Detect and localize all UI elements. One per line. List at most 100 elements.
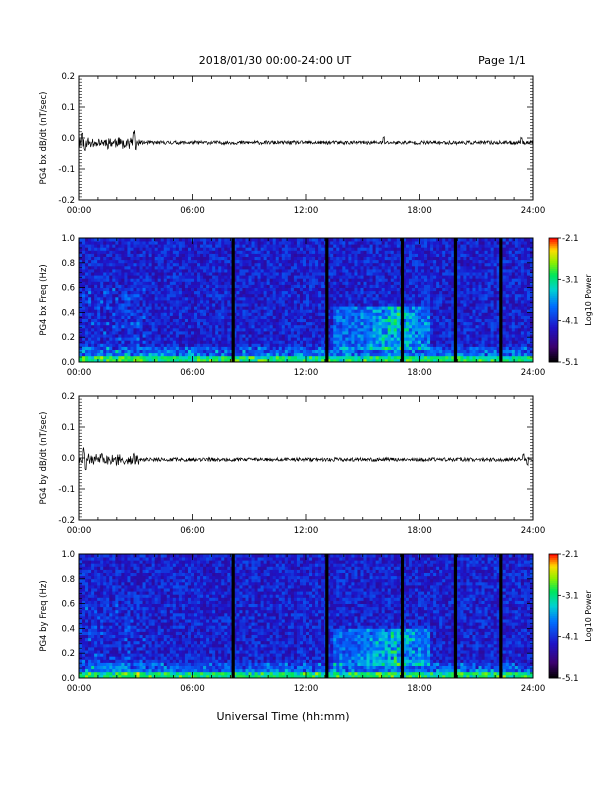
spectrogram-cell [330, 324, 334, 329]
spectrogram-cell [354, 355, 358, 360]
spectrogram-cell [315, 247, 319, 251]
spectrogram-cell [85, 250, 89, 254]
spectrogram-cell [181, 281, 186, 285]
spectrogram-cell [194, 324, 198, 329]
spectrogram-cell [263, 275, 268, 279]
spectrogram-cell [414, 241, 419, 245]
spectrogram-cell [145, 331, 150, 335]
spectrogram-cell [387, 324, 392, 329]
spectrogram-cell [133, 352, 137, 357]
spectrogram-cell [342, 349, 346, 354]
spectrogram-cell [197, 300, 201, 304]
spectrogram-cell [287, 346, 292, 350]
spectrogram-cell [79, 349, 83, 354]
spectrogram-cell [299, 275, 304, 279]
spectrogram-cell [275, 309, 280, 313]
spectrogram-cell [396, 321, 401, 326]
spectrogram-cell [148, 250, 153, 254]
spectrogram-cell [393, 241, 398, 245]
spectrogram-cell [175, 262, 180, 267]
spectrogram-cell [327, 259, 331, 264]
spectrogram-cell [366, 296, 370, 301]
spectrogram-cell [112, 352, 116, 357]
spectrogram-cell [293, 324, 298, 329]
spectrogram-cell [366, 290, 370, 295]
spectrogram-cell [187, 358, 192, 363]
spectrogram-cell [290, 287, 295, 292]
spectrogram-cell [215, 358, 219, 363]
spectrogram-cell [351, 303, 355, 307]
spectrogram-cell [200, 352, 204, 357]
spectrogram-cell [251, 290, 255, 295]
spectrogram-cell [284, 238, 289, 242]
spectrogram-cell [333, 290, 337, 295]
spectrogram-cell [200, 287, 204, 292]
spectrogram-cell [384, 269, 389, 273]
spectrogram-cell [236, 312, 240, 316]
spectrogram-cell [197, 284, 201, 288]
spectrogram-cell [251, 244, 255, 248]
spectrogram-cell [139, 315, 143, 319]
spectrogram-cell [405, 334, 410, 338]
spectrogram-cell [127, 300, 131, 304]
spectrogram-cell [157, 315, 162, 319]
spectrogram-cell [296, 327, 301, 332]
spectrogram-cell [348, 321, 352, 326]
spectrogram-cell [242, 318, 246, 323]
spectrogram-cell [190, 321, 195, 326]
spectrogram-cell [227, 275, 231, 279]
spectrogram-cell [442, 300, 446, 304]
spectrogram-cell [402, 265, 407, 270]
spectrogram-cell [151, 352, 156, 357]
spectrogram-cell [175, 281, 180, 285]
spectrogram-cell [306, 315, 310, 319]
spectrogram-cell [402, 244, 407, 248]
spectrogram-cell [296, 312, 301, 316]
spectrogram-cell [85, 309, 89, 313]
spectrogram-cell [154, 349, 159, 354]
spectrogram-cell [327, 262, 331, 267]
spectrogram-cell [427, 265, 431, 270]
spectrogram-cell [103, 312, 107, 316]
spectrogram-cell [206, 290, 210, 295]
spectrogram-cell [372, 331, 377, 335]
spectrogram-cell [393, 306, 398, 310]
spectrogram-cell [363, 312, 367, 316]
spectrogram-cell [142, 278, 146, 282]
spectrogram-cell [402, 290, 407, 295]
spectrogram-cell [330, 284, 334, 288]
spectrogram-cell [384, 349, 389, 354]
spectrogram-cell [299, 352, 304, 357]
spectrogram-cell [151, 309, 156, 313]
spectrogram-cell [417, 309, 422, 313]
spectrogram-cell [142, 250, 146, 254]
spectrogram-cell [290, 265, 295, 270]
spectrogram-cell [309, 287, 313, 292]
spectrogram-cell [339, 238, 343, 242]
spectrogram-cell [239, 256, 243, 261]
spectrogram-cell [381, 337, 386, 341]
spectrogram-cell [142, 303, 146, 307]
spectrogram-cell [133, 278, 137, 282]
spectrogram-cell [293, 312, 298, 316]
spectrogram-cell [387, 287, 392, 292]
spectrogram-cell [290, 241, 295, 245]
spectrogram-cell [390, 293, 395, 298]
spectrogram-cell [79, 303, 83, 307]
spectrogram-cell [354, 265, 358, 270]
spectrogram-cell [203, 324, 207, 329]
spectrogram-cell [354, 281, 358, 285]
spectrogram-cell [296, 343, 301, 347]
spectrogram-cell [124, 300, 128, 304]
spectrogram-cell [166, 321, 171, 326]
spectrogram-cell [421, 259, 425, 264]
spectrogram-cell [139, 349, 143, 354]
spectrogram-cell [393, 309, 398, 313]
spectrogram-cell [212, 262, 216, 267]
spectrogram-cell [266, 296, 271, 301]
spectrogram-cell [160, 296, 165, 301]
spectrogram-cell [366, 269, 370, 273]
spectrogram-cell [106, 306, 110, 310]
spectrogram-cell [139, 296, 143, 301]
spectrogram-cell [163, 244, 168, 248]
